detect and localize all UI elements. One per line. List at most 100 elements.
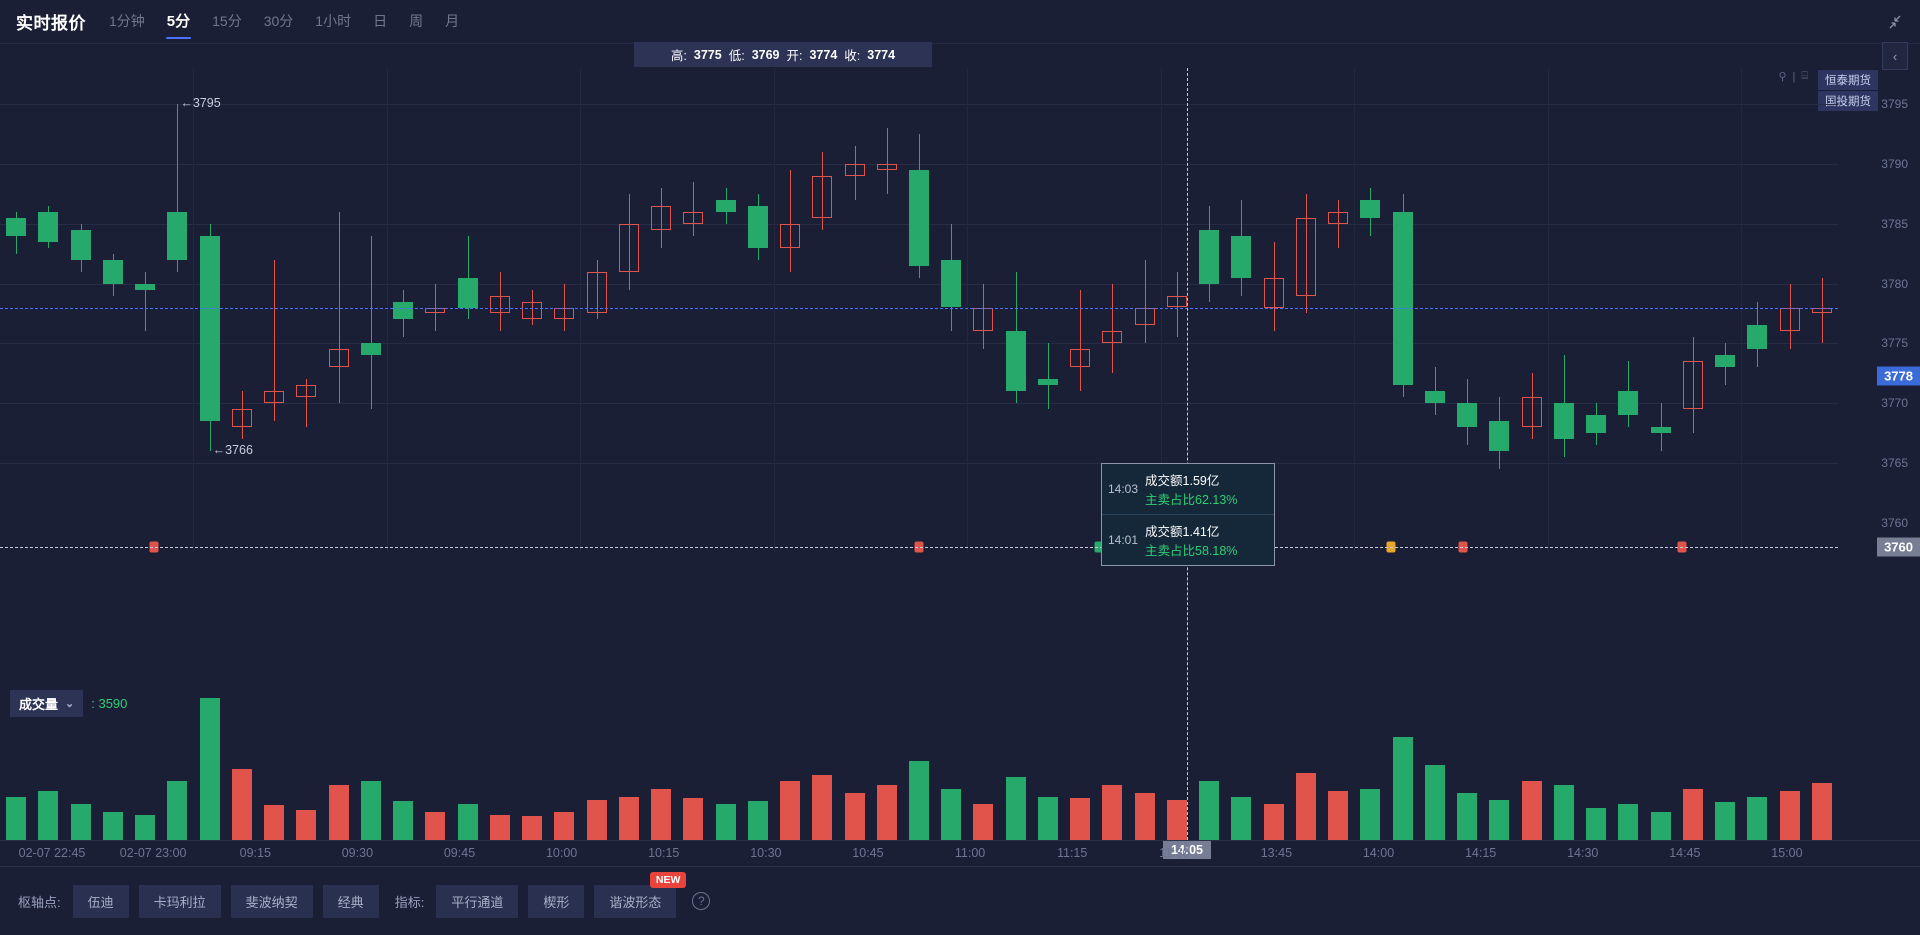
price-tick-3780: 3780 <box>1881 276 1908 291</box>
candle-body <box>522 301 542 320</box>
volume-bar <box>1425 764 1445 840</box>
volume-bar <box>1812 782 1832 840</box>
timeframe-tab-4[interactable]: 1小时 <box>315 12 352 29</box>
gridline-vertical <box>967 68 968 552</box>
time-tick-13: 14:00 <box>1362 846 1395 860</box>
candle-body <box>1264 277 1284 308</box>
new-badge: NEW <box>649 871 687 888</box>
candle-wick <box>1274 241 1275 332</box>
volume-bar <box>780 780 800 840</box>
volume-bar <box>296 809 316 840</box>
harmonic-pattern-button[interactable]: 谐波形态 NEW <box>594 871 687 918</box>
pivot-button-1[interactable]: 卡玛利拉 <box>138 884 221 918</box>
candle-wick <box>274 259 275 422</box>
candle-body <box>490 295 510 314</box>
volume-bar <box>458 804 478 840</box>
app-header: 实时报价 1分钟 5分 15分 30分 1小时 日 周 月 <box>0 0 1920 44</box>
time-tick-7: 10:30 <box>750 846 782 860</box>
volume-bar <box>845 792 865 840</box>
pivot-label: 枢轴点: <box>18 894 61 910</box>
price-chart-pane[interactable]: 3795 3790 3785 3780 3775 3770 3765 3760 3778 ←3… <box>0 68 1920 678</box>
gridline-vertical <box>1354 68 1355 552</box>
volume-bar <box>1360 788 1380 840</box>
volume-bar <box>264 805 284 840</box>
candle-body <box>1328 211 1348 224</box>
volume-indicator-selector[interactable]: 成交量 ⌄ <box>10 690 84 717</box>
candle-wick <box>887 127 888 194</box>
time-tick-17: 15:00 <box>1771 846 1803 860</box>
candle-body <box>296 385 316 398</box>
volume-bar <box>973 804 993 840</box>
volume-bar <box>1328 790 1348 840</box>
session-low-annotation: ←3766 <box>212 443 253 458</box>
flow-amount: 成交额1.59亿 <box>1145 474 1220 488</box>
time-tick-12: 13:45 <box>1260 846 1293 860</box>
candle-body <box>1167 295 1187 308</box>
panel-collapse-button[interactable]: ‹ <box>1882 42 1908 70</box>
candle-wick <box>145 271 146 332</box>
candle-body <box>1360 199 1380 218</box>
ohlc-close-value: 3774 <box>867 47 896 62</box>
volume-bar <box>6 796 26 840</box>
flow-time: 14:03 <box>1108 482 1139 496</box>
volume-chart-pane[interactable] <box>0 690 1920 840</box>
ohlc-open-label: 开: <box>786 49 803 63</box>
volume-bar <box>812 774 832 840</box>
pivot-button-3[interactable]: 经典 <box>322 884 379 918</box>
volume-bar <box>200 698 220 840</box>
candle-body <box>361 343 381 356</box>
magnet-icon[interactable]: ⚲ <box>1778 71 1787 83</box>
volume-bar <box>1522 780 1542 840</box>
time-tick-9: 11:00 <box>954 846 986 860</box>
timeframe-tab-2[interactable]: 15分 <box>212 12 242 29</box>
candle-body <box>1135 307 1155 326</box>
time-tick-5: 10:00 <box>545 846 578 860</box>
candle-body <box>973 307 993 332</box>
volume-bar <box>361 780 381 840</box>
lock-icon[interactable]: ⌸ <box>1801 70 1808 82</box>
candle-wick <box>1177 271 1178 338</box>
candle-wick <box>306 379 307 428</box>
indicator-button-0[interactable]: 平行通道 <box>436 884 519 918</box>
candle-wick <box>1693 337 1694 434</box>
gridline-horizontal <box>0 403 1838 405</box>
money-flow-tooltip: 14:03 成交额1.59亿 主卖占比62.13% 14:01 成交额1.41亿 主卖占比… <box>1101 463 1275 566</box>
ohlc-low-label: 低: <box>728 49 745 63</box>
help-icon[interactable]: ? <box>692 892 711 910</box>
volume-bar <box>877 784 897 840</box>
timeframe-tab-1[interactable]: 5分 <box>165 4 192 39</box>
separator-icon: | <box>1792 70 1796 83</box>
timeframe-tab-0[interactable]: 1分钟 <box>109 12 145 29</box>
timeframe-tab-7[interactable]: 月 <box>445 12 460 29</box>
broker-badge-2[interactable]: 国投期货 <box>1818 91 1878 111</box>
volume-bar <box>587 800 607 840</box>
volume-bar <box>1618 804 1638 840</box>
timeframe-tab-6[interactable]: 周 <box>409 12 424 29</box>
pivot-button-2[interactable]: 斐波纳契 <box>230 884 313 918</box>
volume-bar <box>1231 796 1251 840</box>
volume-bar <box>1586 808 1606 840</box>
collapse-diagonal-icon[interactable] <box>1884 12 1906 32</box>
volume-bar <box>1199 780 1219 840</box>
candle-body <box>780 223 800 248</box>
session-high-annotation: ←3795 <box>180 95 221 110</box>
flow-row-1: 14:01 成交额1.41亿 主卖占比58.18% <box>1102 514 1274 565</box>
pivot-button-0[interactable]: 伍迪 <box>72 884 129 918</box>
volume-bar <box>1006 776 1026 840</box>
indicator-button-1[interactable]: 楔形 <box>528 884 585 918</box>
gridline-vertical <box>1161 68 1162 552</box>
candle-body <box>1683 361 1703 410</box>
volume-bar <box>232 768 252 840</box>
candle-body <box>1457 403 1477 428</box>
candle-wick <box>661 187 662 248</box>
broker-badge-1[interactable]: 恒泰期货 <box>1818 70 1878 90</box>
volume-bar <box>425 812 445 840</box>
timeframe-tab-3[interactable]: 30分 <box>263 12 294 29</box>
chart-mini-tools[interactable]: ⚲ | ⌸ <box>1778 70 1808 83</box>
timeframe-tab-5[interactable]: 日 <box>373 12 388 29</box>
candle-body <box>1006 331 1026 392</box>
candle-wick <box>532 289 533 326</box>
candle-wick <box>242 391 243 440</box>
volume-bar <box>1747 796 1767 840</box>
chevron-down-icon[interactable]: ⌄ <box>65 698 75 710</box>
